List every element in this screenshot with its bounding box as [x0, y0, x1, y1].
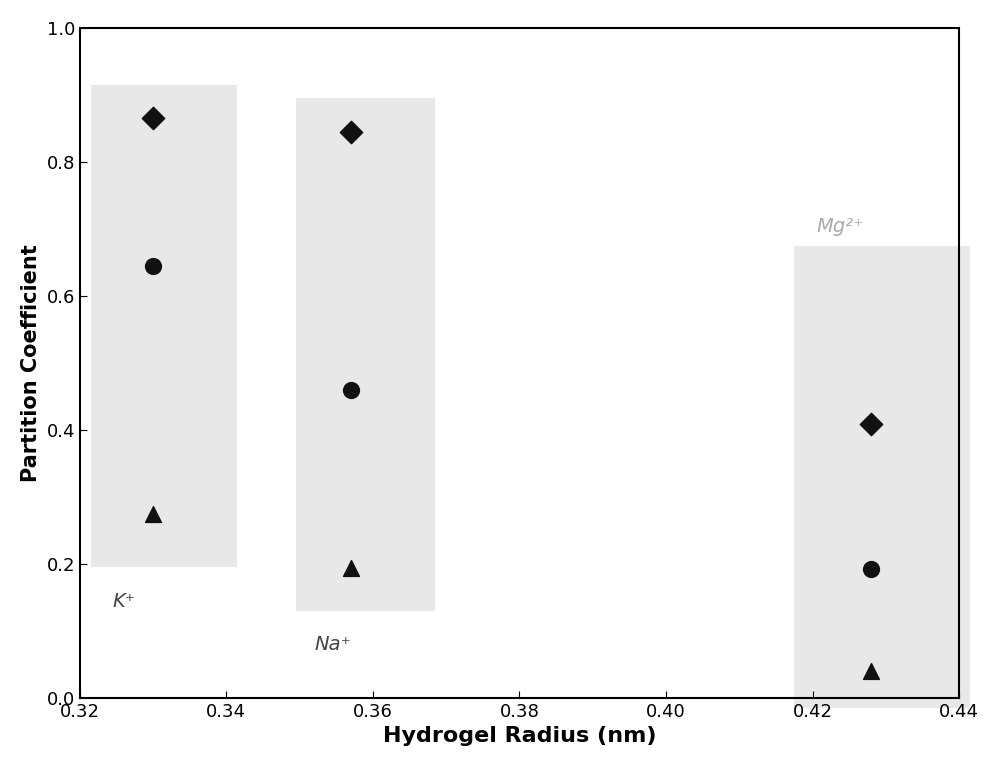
Text: Na⁺: Na⁺ — [314, 634, 351, 653]
Text: Mg²⁺: Mg²⁺ — [816, 217, 864, 236]
Bar — [296, 98, 435, 611]
Text: K⁺: K⁺ — [113, 592, 136, 611]
Point — [343, 384, 359, 396]
Point — [343, 562, 359, 574]
Point — [145, 508, 161, 520]
Point — [863, 418, 879, 430]
Bar — [91, 85, 237, 567]
Point — [145, 112, 161, 124]
Y-axis label: Partition Coefficient: Partition Coefficient — [21, 244, 41, 482]
X-axis label: Hydrogel Radius (nm): Hydrogel Radius (nm) — [383, 726, 656, 746]
Point — [343, 126, 359, 138]
Point — [863, 563, 879, 575]
Point — [863, 665, 879, 677]
Point — [145, 259, 161, 272]
Bar — [794, 245, 970, 708]
